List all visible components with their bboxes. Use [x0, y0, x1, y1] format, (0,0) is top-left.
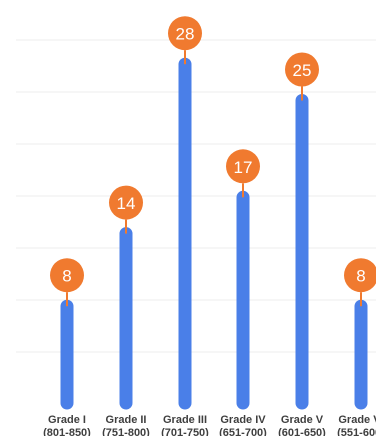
tick-label: Grade V — [281, 414, 324, 426]
tick-label: Grade IV — [220, 414, 266, 426]
data-label: 28 — [176, 25, 195, 44]
tick-label: Grade VI — [338, 414, 376, 426]
tick-label-range: (751-800) — [102, 427, 150, 436]
data-label: 8 — [62, 267, 71, 286]
value-bubble — [109, 185, 143, 220]
gridlines — [16, 39, 376, 353]
value-bubble — [344, 258, 376, 293]
bars — [60, 57, 368, 410]
data-label: 8 — [356, 267, 365, 286]
tick-label: Grade III — [163, 414, 207, 426]
x-axis-ticks: Grade I(801-850) Grade II(751-800) Grade I… — [43, 414, 376, 436]
tick-label-range: (551-600) — [337, 427, 376, 436]
tick-label-range: (801-850) — [43, 427, 91, 436]
tick-label: Grade I — [48, 414, 86, 426]
tick-label: Grade II — [106, 414, 147, 426]
tick-label-range: (651-700) — [219, 427, 267, 436]
tick-label-range: (601-650) — [278, 427, 326, 436]
value-bubble — [285, 52, 319, 87]
value-bubble — [168, 16, 202, 51]
tick-label-range: (701-750) — [161, 427, 209, 436]
value-bubble — [50, 258, 84, 293]
data-label: 25 — [293, 61, 312, 80]
data-label: 14 — [117, 194, 136, 213]
value-bubbles: 8 14 28 17 25 8 — [50, 16, 376, 307]
value-bubble — [226, 149, 260, 184]
data-label: 17 — [234, 158, 253, 177]
